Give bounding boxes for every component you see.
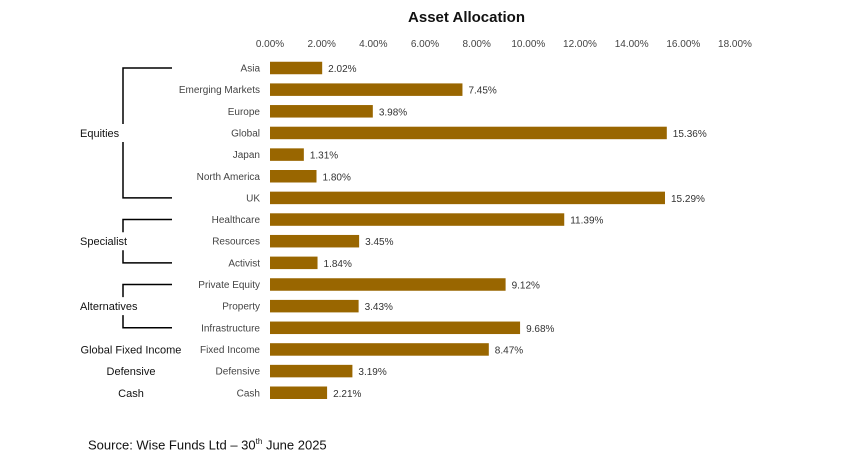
group-bracket xyxy=(122,67,172,199)
x-tick-label: 14.00% xyxy=(615,39,649,50)
category-label: Europe xyxy=(228,107,261,118)
bar xyxy=(270,191,665,205)
category-label: Infrastructure xyxy=(201,323,260,334)
category-label: UK xyxy=(246,193,260,204)
category-label: Activist xyxy=(228,258,260,269)
data-label: 3.45% xyxy=(365,237,393,248)
data-label: 3.19% xyxy=(358,367,386,378)
data-label: 7.45% xyxy=(468,86,496,97)
data-label: 1.84% xyxy=(324,259,352,270)
bar xyxy=(270,321,521,335)
group-label: Cash xyxy=(118,388,144,400)
data-label: 15.36% xyxy=(673,129,707,140)
category-label: Global xyxy=(231,128,260,139)
group-label: Defensive xyxy=(107,366,156,378)
bar xyxy=(270,299,359,313)
bar xyxy=(270,170,317,183)
bar xyxy=(270,148,304,161)
category-label: Defensive xyxy=(216,367,261,378)
bar xyxy=(270,213,565,226)
x-tick-label: 4.00% xyxy=(359,39,387,50)
data-label: 9.12% xyxy=(512,281,540,292)
source-note: Source: Wise Funds Ltd – 30th June 2025 xyxy=(88,437,327,452)
bar xyxy=(270,386,328,399)
category-label: Fixed Income xyxy=(200,345,260,356)
category-label: Property xyxy=(222,302,260,313)
bar xyxy=(270,256,318,270)
data-label: 1.31% xyxy=(310,151,338,162)
bar xyxy=(270,364,353,378)
x-tick-label: 8.00% xyxy=(462,39,490,50)
category-label: Healthcare xyxy=(212,215,261,226)
category-label: Japan xyxy=(233,150,260,161)
bar xyxy=(270,83,463,96)
x-tick-label: 18.00% xyxy=(718,39,752,50)
bar xyxy=(270,343,489,356)
category-label: North America xyxy=(197,172,261,183)
data-label: 2.21% xyxy=(333,389,361,400)
data-label: 9.68% xyxy=(526,324,554,335)
category-label: Emerging Markets xyxy=(179,85,260,96)
group-label: Specialist xyxy=(80,236,127,248)
data-label: 11.39% xyxy=(570,216,603,227)
x-tick-label: 6.00% xyxy=(411,39,439,50)
group-label: Equities xyxy=(80,128,120,140)
bar xyxy=(270,105,373,118)
category-label: Cash xyxy=(237,388,260,399)
data-label: 15.29% xyxy=(671,194,705,205)
x-tick-label: 12.00% xyxy=(563,39,597,50)
x-tick-label: 2.00% xyxy=(307,39,335,50)
group-bracket xyxy=(122,218,172,264)
source-suffix: June 2025 xyxy=(262,437,327,453)
group-bracket xyxy=(122,283,172,329)
category-label: Resources xyxy=(212,237,260,248)
bar xyxy=(270,126,667,140)
source-superscript: th xyxy=(255,437,263,446)
x-tick-label: 10.00% xyxy=(511,39,545,50)
category-label: Asia xyxy=(241,64,261,75)
data-label: 3.43% xyxy=(365,302,393,313)
bar xyxy=(270,278,506,291)
source-prefix: Source: Wise Funds Ltd – 30 xyxy=(88,437,256,453)
data-label: 3.98% xyxy=(379,107,407,118)
group-label: Alternatives xyxy=(80,301,138,313)
chart-title: Asset Allocation xyxy=(408,9,525,26)
asset-allocation-chart: 0.00% 2.00% 4.00% 6.00% 8.00% 10.00% 12.00% 14.… xyxy=(80,39,752,400)
data-label: 2.02% xyxy=(328,64,356,75)
bar xyxy=(270,61,323,75)
bar xyxy=(270,234,360,248)
x-tick-label: 0.00% xyxy=(256,39,284,50)
data-label: 8.47% xyxy=(495,345,523,356)
x-tick-label: 16.00% xyxy=(666,39,700,50)
category-label: Private Equity xyxy=(198,280,260,291)
group-label: Global Fixed Income xyxy=(81,344,182,356)
data-label: 1.80% xyxy=(323,172,351,183)
